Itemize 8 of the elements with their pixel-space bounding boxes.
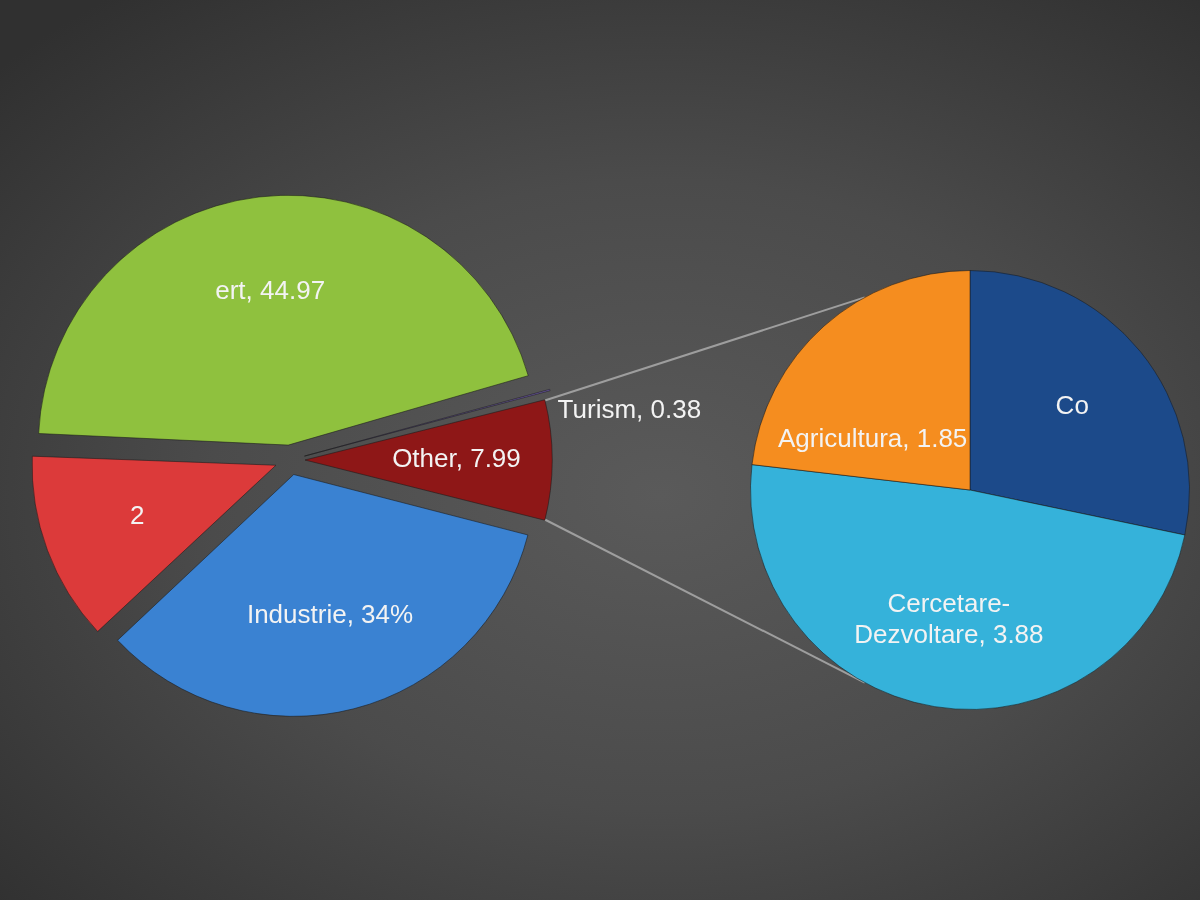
slice-label: Co bbox=[1055, 390, 1089, 421]
slice-label: Cercetare-Dezvoltare, 3.88 bbox=[854, 587, 1044, 649]
slice-label: Industrie, 34% bbox=[246, 599, 414, 630]
slice-label: Other, 7.99 bbox=[392, 443, 521, 474]
slice-label: ert, 44.97 bbox=[215, 275, 326, 306]
slice-label: Turism, 0.38 bbox=[557, 394, 702, 425]
slice-label: Agricultura, 1.85 bbox=[777, 422, 968, 453]
slice-label: 2 bbox=[130, 500, 145, 531]
